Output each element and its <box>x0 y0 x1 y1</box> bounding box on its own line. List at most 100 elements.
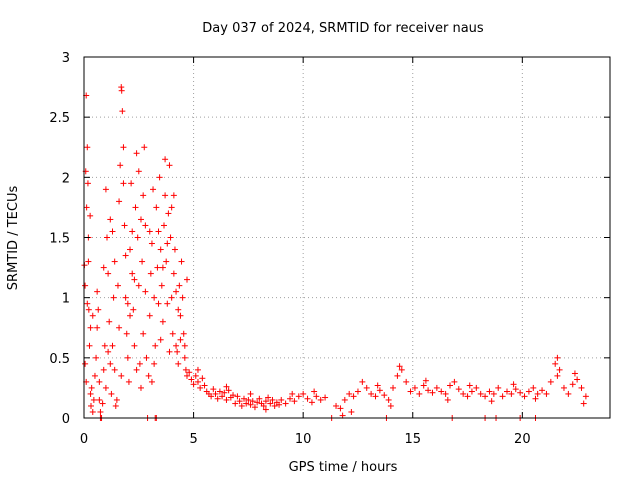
data-point <box>442 390 449 397</box>
data-points <box>81 84 589 421</box>
data-point <box>197 384 204 391</box>
data-point <box>135 168 142 175</box>
data-point <box>155 228 162 235</box>
data-point <box>116 198 123 205</box>
data-point <box>130 306 137 313</box>
data-point <box>495 384 502 391</box>
data-point <box>444 396 451 403</box>
data-point <box>120 144 127 151</box>
data-point <box>97 408 104 415</box>
data-point <box>170 270 177 277</box>
data-point <box>145 372 152 379</box>
data-point <box>512 386 519 393</box>
data-point <box>337 405 344 412</box>
data-point <box>82 360 89 367</box>
data-point <box>295 393 302 400</box>
data-point <box>94 288 101 295</box>
data-point <box>90 396 97 403</box>
data-point <box>282 400 289 407</box>
data-point <box>565 390 572 397</box>
data-point <box>127 312 134 319</box>
data-point <box>166 162 173 169</box>
data-point <box>131 342 138 349</box>
data-point <box>173 342 180 349</box>
x-tick-label: 10 <box>295 432 312 447</box>
grid-lines <box>84 57 610 418</box>
data-point <box>346 390 353 397</box>
data-point <box>120 180 127 187</box>
data-point <box>133 366 140 373</box>
data-point <box>125 378 132 385</box>
data-point <box>398 366 405 373</box>
data-point <box>517 389 524 396</box>
data-point <box>291 398 298 405</box>
data-point <box>230 392 237 399</box>
data-point <box>112 402 119 409</box>
data-point <box>304 395 311 402</box>
data-point <box>554 372 561 379</box>
data-point <box>107 216 114 223</box>
data-point <box>433 384 440 391</box>
y-tick-label: 0 <box>62 412 70 427</box>
data-point <box>194 366 201 373</box>
data-point <box>477 390 484 397</box>
data-point <box>96 396 103 403</box>
data-point <box>163 258 170 265</box>
y-tick-label: 2.5 <box>49 111 70 126</box>
data-point <box>84 144 91 151</box>
data-point <box>508 390 515 397</box>
data-point <box>308 399 315 406</box>
x-tick-label: 5 <box>189 432 197 447</box>
data-point <box>151 294 158 301</box>
data-point <box>84 300 91 307</box>
data-point <box>124 300 131 307</box>
data-point <box>117 162 124 169</box>
data-point <box>368 390 375 397</box>
data-point <box>109 228 116 235</box>
data-point <box>135 282 142 289</box>
data-point <box>101 342 108 349</box>
data-point <box>95 306 102 313</box>
data-point <box>100 264 107 271</box>
data-point <box>134 234 141 241</box>
data-point <box>582 393 589 400</box>
data-point <box>186 369 193 376</box>
data-point <box>164 300 171 307</box>
data-point <box>311 388 318 395</box>
data-point <box>157 336 164 343</box>
data-point <box>556 366 563 373</box>
data-point <box>455 386 462 393</box>
data-point <box>525 388 532 395</box>
data-point <box>245 396 252 403</box>
data-point <box>473 384 480 391</box>
data-point <box>170 192 177 199</box>
data-point <box>363 384 370 391</box>
data-point <box>390 384 397 391</box>
data-point <box>176 282 183 289</box>
data-point <box>105 348 112 355</box>
data-point <box>243 400 250 407</box>
data-point <box>269 396 276 403</box>
data-point <box>82 282 89 289</box>
data-point <box>569 381 576 388</box>
data-point <box>137 216 144 223</box>
data-point <box>394 372 401 379</box>
data-point <box>214 395 221 402</box>
data-point <box>116 324 123 331</box>
data-point <box>118 87 125 94</box>
data-point <box>140 330 147 337</box>
data-point <box>376 387 383 394</box>
data-point <box>451 378 458 385</box>
data-point <box>249 398 256 405</box>
data-point <box>333 402 340 409</box>
data-point <box>486 388 493 395</box>
x-axis-ticks: 0 5 10 15 20 <box>80 57 531 447</box>
data-point <box>225 387 232 394</box>
data-point <box>88 384 95 391</box>
data-point <box>109 342 116 349</box>
data-point <box>139 258 146 265</box>
data-point <box>110 294 117 301</box>
data-point <box>146 312 153 319</box>
data-point <box>574 376 581 383</box>
